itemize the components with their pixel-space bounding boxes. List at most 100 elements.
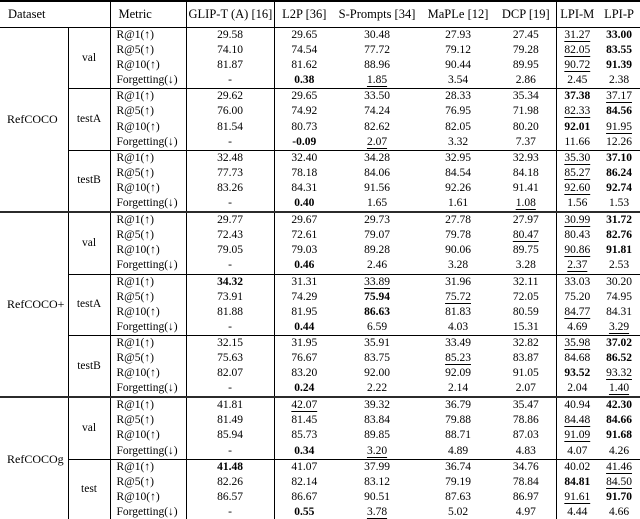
value-cell: 0.34: [294, 444, 315, 457]
value-cell: 75.72: [445, 290, 471, 303]
value-cell: 4.44: [567, 505, 588, 518]
value-cell: 85.27: [564, 166, 591, 179]
value-cell: 91.95: [606, 120, 632, 133]
value-cell: 83.12: [364, 475, 390, 488]
metric-cell: R@1(↑): [110, 273, 187, 290]
header-cell-dataset: Dataset: [0, 1, 111, 28]
value-cell: 2.37: [567, 259, 588, 272]
value-cell: 31.31: [274, 273, 335, 290]
metric-cell: R@10(↑): [110, 304, 187, 320]
value-cell: 82.14: [291, 475, 318, 488]
value-cell: 73.91: [186, 289, 275, 305]
value-cell: 81.95: [291, 305, 318, 318]
value-cell: 32.93: [496, 149, 557, 166]
value-cell: 27.97: [496, 211, 557, 229]
metric-cell: Forgetting(↓): [110, 134, 187, 151]
table-row: testA R@1(↑) 34.32 31.31 33.89 31.96 32.11 33.0…: [0, 273, 640, 336]
value-cell: 81.62: [291, 59, 318, 72]
value-cell: 2.07: [496, 381, 557, 398]
value-cell: -: [186, 196, 275, 213]
value-cell: 41.48: [186, 458, 275, 475]
value-cell: 85.94: [186, 428, 275, 444]
value-cell: 34.28: [334, 149, 421, 166]
value-cell: 90.72: [564, 59, 591, 72]
value-cell: 4.69: [567, 320, 588, 333]
value-cell: 75.20: [564, 290, 591, 303]
value-cell: 39.32: [334, 396, 421, 414]
value-cell: 78.18: [291, 166, 318, 179]
value-cell: 35.91: [334, 334, 421, 351]
value-cell: 3.20: [366, 444, 388, 457]
value-cell: 2.45: [567, 74, 588, 87]
value-cell: 1.61: [447, 197, 469, 210]
value-cell: 1.56: [567, 197, 588, 210]
value-cell: 3.29: [608, 320, 630, 333]
value-cell: 31.27: [564, 29, 591, 41]
value-cell: 74.54: [291, 44, 318, 57]
value-cell: 91.41: [496, 180, 557, 197]
value-cell: 32.82: [496, 334, 557, 351]
metric-cell: R@5(↑): [110, 413, 187, 429]
value-cell: 84.50: [606, 475, 632, 488]
value-cell: 29.77: [186, 211, 275, 229]
value-cell: 35.98: [556, 334, 599, 351]
metric-cell: Forgetting(↓): [110, 381, 187, 398]
value-cell: 72.05: [496, 289, 557, 305]
value-cell: 0.24: [294, 382, 315, 395]
value-cell: 33.03: [556, 273, 599, 290]
value-cell: 35.34: [496, 88, 557, 105]
value-cell: 6.59: [366, 320, 388, 333]
value-cell: 33.49: [420, 334, 497, 351]
value-cell: 37.38: [556, 88, 599, 105]
value-cell: 90.86: [564, 244, 591, 257]
value-cell: 86.97: [496, 489, 557, 505]
value-cell: 84.06: [364, 166, 390, 179]
value-cell: 91.81: [606, 244, 632, 257]
table-row: Forgetting(↓) - 0.46 2.46 3.28 3.28 2.37 2.53: [0, 258, 640, 274]
value-cell: 89.28: [364, 244, 390, 257]
metric-cell: R@10(↑): [110, 119, 187, 135]
table-row: R@10(↑) 81.88 81.95 86.63 81.83 80.59 84.77 84.…: [0, 304, 640, 320]
value-cell: 4.66: [608, 505, 630, 518]
dataset-cell: RefCOCOg: [0, 396, 69, 519]
value-cell: 28.33: [420, 88, 497, 105]
value-cell: 80.20: [496, 119, 557, 135]
value-cell: 3.28: [496, 258, 557, 274]
value-cell: 75.63: [186, 350, 275, 367]
value-cell: 29.65: [274, 88, 335, 105]
value-cell: 71.98: [496, 104, 557, 120]
value-cell: 79.78: [445, 229, 471, 242]
value-cell: 40.02: [556, 458, 599, 475]
value-cell: 90.06: [445, 244, 471, 257]
table-row: Forgetting(↓) - 0.38 1.85 3.54 2.86 2.45 2.38: [0, 73, 640, 89]
value-cell: -: [186, 504, 275, 519]
table-row: R@5(↑) 73.91 74.29 75.94 75.72 72.05 75.20 74.9…: [0, 289, 640, 305]
value-cell: 2.86: [496, 73, 557, 89]
value-cell: 4.89: [447, 444, 469, 457]
metric-cell: R@1(↑): [110, 27, 187, 44]
value-cell: 29.58: [186, 27, 275, 44]
value-cell: 32.40: [274, 149, 335, 166]
value-cell: 93.52: [564, 367, 591, 380]
split-cell: val: [68, 396, 111, 460]
value-cell: 80.73: [291, 120, 318, 133]
value-cell: 84.48: [564, 414, 591, 427]
value-cell: 79.28: [496, 43, 557, 59]
value-cell: 84.81: [564, 475, 591, 488]
value-cell: 32.48: [186, 149, 275, 166]
value-cell: 86.63: [364, 305, 390, 318]
value-cell: 88.71: [445, 429, 471, 442]
value-cell: 79.05: [186, 243, 275, 259]
table-row: R@10(↑) 81.54 80.73 82.62 82.05 80.20 92.01 91.…: [0, 119, 640, 135]
table-row: test R@1(↑) 41.48 41.07 37.99 36.74 34.76 40.02…: [0, 458, 640, 519]
value-cell: 82.07: [186, 366, 275, 382]
value-cell: 0.46: [294, 259, 315, 272]
value-cell: 89.95: [496, 58, 557, 74]
split-cell: testB: [68, 334, 111, 398]
value-cell: 42.30: [598, 396, 640, 414]
value-cell: 34.76: [496, 458, 557, 475]
table-row: testB R@1(↑) 32.48 32.40 34.28 32.95 32.93 35.3…: [0, 149, 640, 213]
value-cell: 86.67: [291, 490, 318, 503]
